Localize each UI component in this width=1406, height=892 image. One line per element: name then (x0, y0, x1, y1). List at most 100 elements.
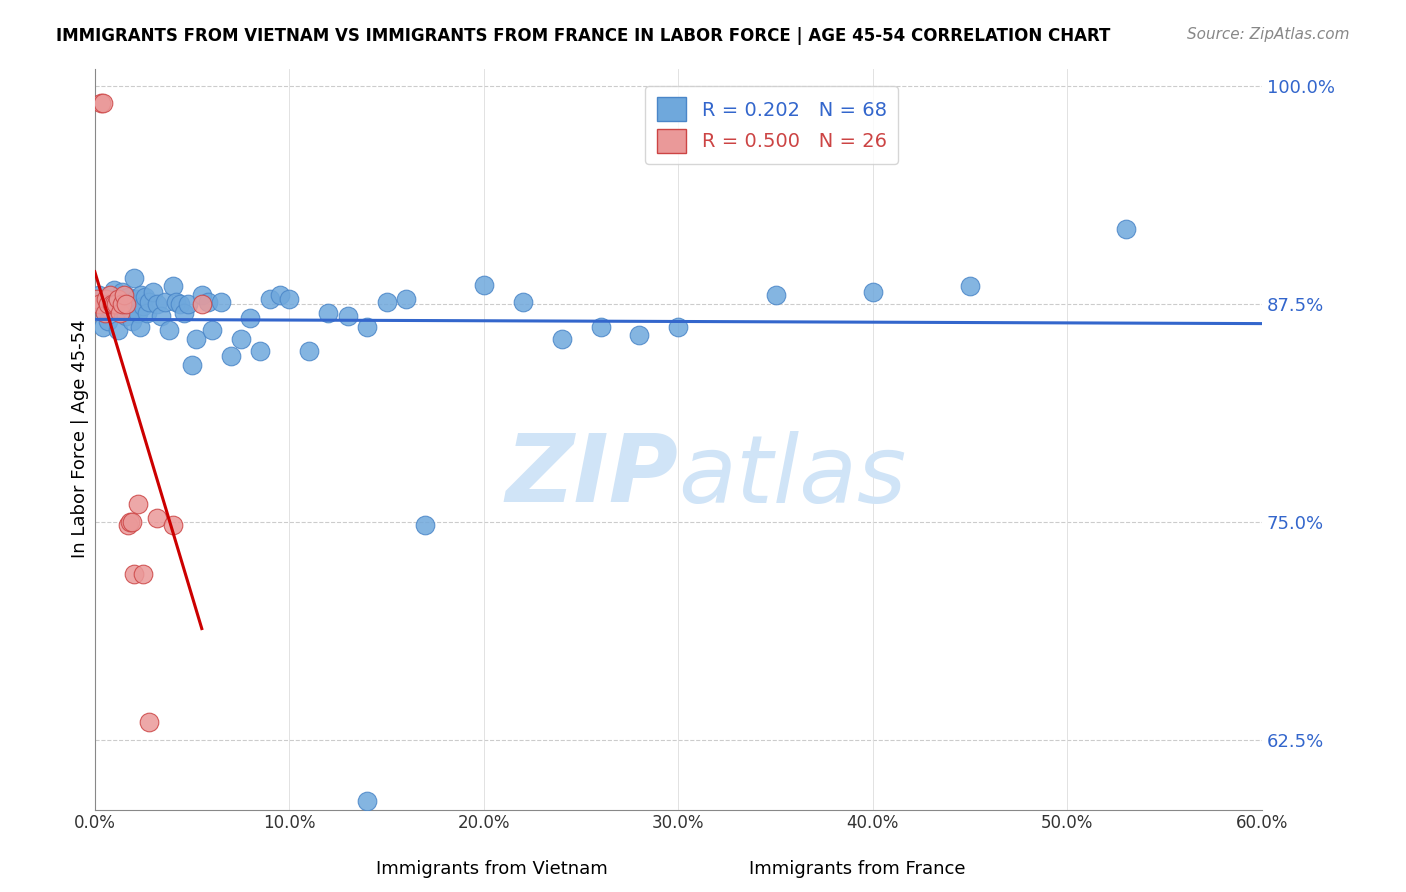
Point (316, 305, 339, 319)
Point (112, 295, 135, 310)
Point (115, 297, 138, 311)
Point (131, 288, 153, 302)
Point (105, 297, 128, 311)
Point (173, 305, 195, 319)
Point (87, 297, 110, 311)
Point (121, 314, 143, 328)
Point (219, 349, 242, 363)
Point (117, 290, 139, 304)
Point (209, 295, 232, 310)
Point (191, 288, 214, 302)
Point (138, 295, 160, 310)
Point (298, 343, 321, 358)
Text: ZIP: ZIP (506, 430, 678, 522)
Point (200, 323, 222, 337)
Point (356, 319, 378, 334)
Point (121, 515, 143, 529)
Point (184, 332, 207, 346)
Point (550, 332, 572, 346)
Point (356, 794, 378, 808)
Point (127, 305, 149, 319)
Y-axis label: In Labor Force | Age 45-54: In Labor Force | Age 45-54 (72, 319, 89, 558)
Point (862, 285, 884, 299)
Point (666, 319, 689, 334)
Point (118, 515, 141, 529)
Point (153, 295, 176, 310)
Point (112, 288, 135, 302)
Point (259, 292, 281, 306)
Point (107, 323, 129, 337)
Point (108, 305, 131, 319)
Legend: R = 0.202   N = 68, R = 0.500   N = 26: R = 0.202 N = 68, R = 0.500 N = 26 (645, 86, 898, 164)
Point (169, 297, 191, 311)
Point (1115, 222, 1137, 236)
Point (101, 292, 124, 306)
Point (97, 297, 120, 311)
Point (157, 323, 180, 337)
Point (87, 288, 110, 302)
Point (93, 305, 115, 319)
Point (136, 305, 159, 319)
Point (472, 277, 495, 292)
Point (124, 292, 146, 306)
Point (107, 292, 129, 306)
Text: Immigrants from Vietnam: Immigrants from Vietnam (377, 860, 607, 878)
Point (162, 279, 184, 293)
Point (117, 518, 139, 533)
Point (91, 96, 114, 111)
Point (108, 304, 131, 318)
Point (162, 518, 184, 533)
Point (96, 292, 118, 306)
Point (336, 309, 359, 323)
Point (96, 292, 118, 306)
Point (134, 290, 156, 304)
Point (122, 270, 145, 285)
Point (415, 518, 437, 533)
Point (111, 285, 134, 299)
Point (132, 299, 155, 313)
Point (177, 297, 200, 311)
Point (375, 295, 398, 310)
Point (111, 297, 134, 311)
Point (269, 288, 291, 302)
Point (149, 309, 172, 323)
Point (101, 297, 124, 311)
Point (115, 309, 138, 323)
Point (128, 319, 150, 334)
Text: Source: ZipAtlas.com: Source: ZipAtlas.com (1187, 27, 1350, 42)
Point (146, 297, 169, 311)
Point (98, 302, 121, 317)
Text: atlas: atlas (678, 431, 907, 522)
Text: IMMIGRANTS FROM VIETNAM VS IMMIGRANTS FROM FRANCE IN LABOR FORCE | AGE 45-54 COR: IMMIGRANTS FROM VIETNAM VS IMMIGRANTS FR… (56, 27, 1111, 45)
Point (395, 292, 418, 306)
Point (142, 285, 165, 299)
Point (90, 96, 112, 111)
Point (765, 288, 787, 302)
Point (91, 319, 114, 334)
Point (278, 292, 301, 306)
Point (103, 283, 125, 297)
Point (118, 302, 141, 317)
Point (86, 292, 108, 306)
Point (959, 279, 981, 293)
Point (105, 297, 128, 311)
Point (138, 715, 160, 730)
Point (132, 567, 155, 582)
Point (512, 295, 534, 310)
Point (97, 314, 120, 328)
Point (229, 332, 252, 346)
Point (146, 511, 169, 525)
Point (166, 295, 188, 310)
Point (628, 328, 651, 343)
Point (93, 305, 115, 319)
Point (181, 358, 204, 372)
Point (249, 343, 271, 358)
Point (191, 297, 214, 311)
Point (127, 497, 149, 511)
Point (589, 319, 612, 334)
Point (98, 288, 121, 302)
Point (197, 295, 219, 310)
Text: Immigrants from France: Immigrants from France (749, 860, 966, 878)
Point (122, 567, 145, 582)
Point (239, 310, 262, 325)
